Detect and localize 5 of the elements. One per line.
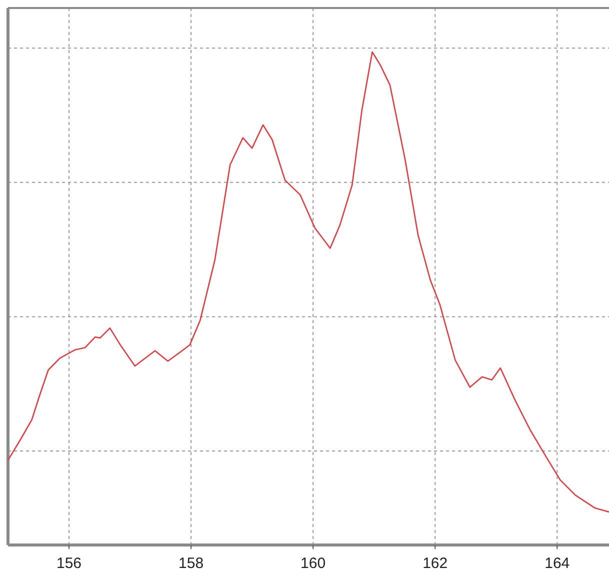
x-tick-label: 162 <box>422 555 448 572</box>
x-tick-label: 164 <box>544 555 570 572</box>
x-tick-label: 158 <box>178 555 204 572</box>
x-tick-label: 160 <box>300 555 326 572</box>
x-tick-label: 156 <box>56 555 82 572</box>
